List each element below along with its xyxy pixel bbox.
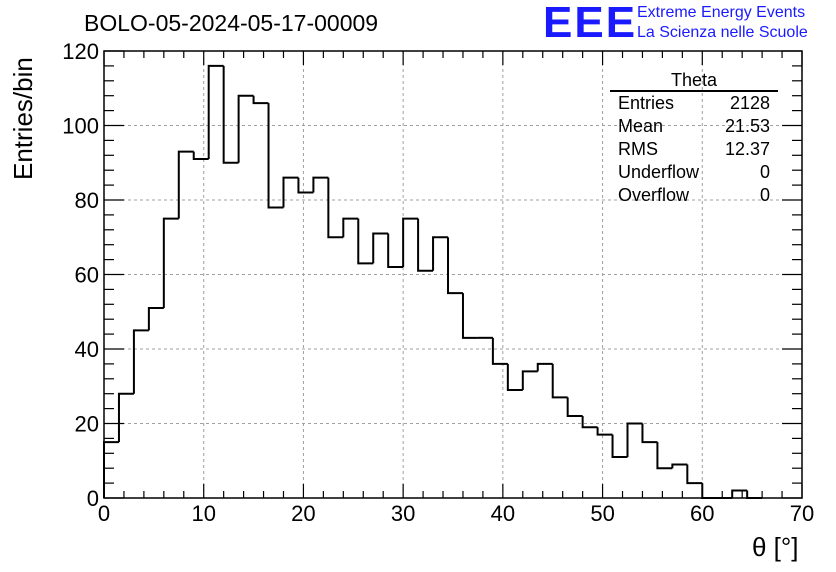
histogram-bin bbox=[387, 233, 404, 269]
logo-line-1: Extreme Energy Events bbox=[637, 4, 806, 21]
x-tick-label: 10 bbox=[191, 501, 215, 526]
x-tick-label: 70 bbox=[790, 501, 814, 526]
y-tick-label: 100 bbox=[62, 114, 99, 139]
x-tick-label: 20 bbox=[291, 501, 315, 526]
histogram-bin bbox=[596, 427, 613, 436]
histogram-bin bbox=[447, 237, 463, 295]
histogram-bin bbox=[491, 337, 508, 365]
histogram-bin bbox=[581, 416, 598, 429]
histogram-bin bbox=[162, 217, 179, 309]
histogram-bin bbox=[417, 218, 434, 272]
histogram-bin bbox=[222, 65, 239, 164]
stats-key: Overflow bbox=[618, 185, 690, 205]
logo-line-2: La Scienza nelle Scuole bbox=[637, 24, 808, 41]
histogram-bin bbox=[611, 434, 628, 459]
histogram-bin bbox=[551, 363, 568, 399]
histogram-bin bbox=[746, 490, 763, 499]
y-tick-label: 80 bbox=[75, 188, 99, 213]
stats-key: Entries bbox=[618, 93, 675, 113]
histogram-bin bbox=[312, 176, 329, 193]
histogram-bin bbox=[177, 150, 194, 219]
y-tick-label: 40 bbox=[75, 337, 99, 362]
x-tick-label: 60 bbox=[690, 501, 714, 526]
stats-box-title: Theta bbox=[670, 70, 718, 90]
stats-value: 21.53 bbox=[724, 116, 770, 136]
stats-value: 2128 bbox=[729, 93, 770, 113]
histogram-bin bbox=[566, 397, 583, 418]
histogram-bin bbox=[656, 442, 673, 470]
stats-value: 12.37 bbox=[724, 139, 770, 159]
histogram-bin bbox=[147, 307, 164, 331]
y-axis-label: Entries/bin bbox=[8, 57, 38, 180]
histogram-bin bbox=[731, 489, 748, 498]
chart-title: BOLO-05-2024-05-17-00009 bbox=[84, 10, 379, 36]
y-tick-label: 0 bbox=[87, 486, 99, 511]
stats-box-divider bbox=[610, 90, 778, 92]
histogram-bin bbox=[132, 329, 149, 394]
histogram-bin bbox=[103, 441, 119, 498]
histogram-bin bbox=[372, 232, 389, 264]
histogram-bin bbox=[461, 293, 478, 339]
x-tick-label: 50 bbox=[590, 501, 614, 526]
stats-key: RMS bbox=[618, 139, 658, 159]
stats-value: 0 bbox=[759, 162, 770, 182]
histogram-bin bbox=[402, 217, 419, 268]
x-axis-label: θ [°] bbox=[752, 532, 799, 562]
stats-value: 0 bbox=[759, 185, 770, 205]
histogram-bin bbox=[357, 218, 374, 265]
eee-logo: EEE bbox=[543, 0, 638, 47]
histogram-bin bbox=[641, 423, 658, 444]
histogram-bin bbox=[237, 94, 254, 163]
x-tick-label: 40 bbox=[491, 501, 515, 526]
stats-key: Mean bbox=[618, 116, 664, 136]
stats-key: Underflow bbox=[618, 162, 700, 182]
y-tick-label: 60 bbox=[75, 263, 99, 288]
y-tick-label: 20 bbox=[75, 412, 99, 437]
histogram-bin bbox=[521, 370, 538, 390]
histogram-bin bbox=[192, 151, 209, 161]
histogram-bin bbox=[207, 64, 224, 160]
logo-mark: EEE bbox=[543, 0, 638, 47]
histogram-bin bbox=[267, 103, 284, 209]
histogram-bin bbox=[117, 392, 134, 443]
histogram-bin bbox=[506, 363, 523, 391]
histogram-bin bbox=[432, 236, 449, 271]
histogram-bin bbox=[327, 177, 344, 239]
y-tick-label: 120 bbox=[62, 39, 99, 64]
histogram-bin bbox=[701, 483, 718, 499]
histogram-bin bbox=[342, 217, 359, 238]
histogram-bin bbox=[536, 362, 553, 372]
histogram-bin bbox=[686, 464, 703, 485]
histogram-bin bbox=[626, 422, 643, 458]
histogram-bin bbox=[282, 176, 299, 208]
histogram-bin bbox=[671, 463, 688, 469]
x-tick-label: 30 bbox=[391, 501, 415, 526]
histogram-bin bbox=[252, 95, 269, 105]
x-tick-label: 0 bbox=[98, 501, 110, 526]
histogram-bin bbox=[297, 177, 314, 194]
